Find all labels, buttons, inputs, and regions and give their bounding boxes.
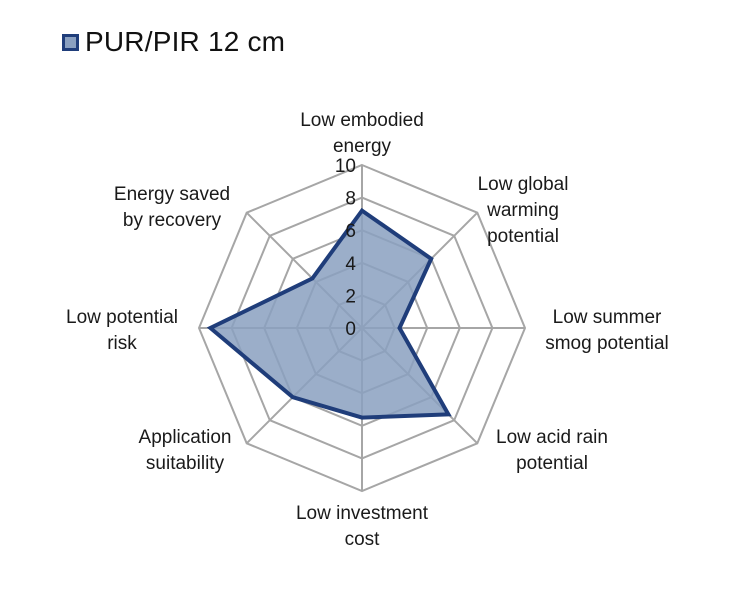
axis-label-line: Low potential xyxy=(66,307,178,328)
axis-label: Low investment cost xyxy=(296,503,429,550)
axis-label-line: smog potential xyxy=(545,333,669,354)
axis-label-line: by recovery xyxy=(123,210,222,231)
axis-label-line: energy xyxy=(333,136,392,157)
tick-label: 10 xyxy=(335,156,356,177)
data-point xyxy=(360,416,364,420)
axis-label-line: risk xyxy=(107,333,137,354)
axis-label-line: Low embodied xyxy=(300,110,424,131)
data-point xyxy=(398,326,401,330)
axis-label-line: potential xyxy=(487,226,559,247)
axis-label-line: cost xyxy=(345,529,381,550)
legend-label: PUR/PIR 12 cm xyxy=(85,26,286,57)
axis-labels: Low embodied energy Low global warming poten… xyxy=(66,110,669,550)
axis-label-line: potential xyxy=(516,453,588,474)
axis-label: Low embodied energy xyxy=(300,110,424,157)
tick-label: 8 xyxy=(345,189,356,210)
axis-label-line: warming xyxy=(486,200,559,221)
tick-label: 2 xyxy=(345,286,356,307)
axis-label: Low summer smog potential xyxy=(545,307,669,354)
axis-label: Energy saved by recovery xyxy=(114,184,230,231)
axis-label: Application suitability xyxy=(139,427,232,474)
axis-label-line: Low summer xyxy=(553,307,662,328)
legend: PUR/PIR 12 cm xyxy=(62,26,285,58)
data-point xyxy=(429,257,433,261)
data-point xyxy=(310,276,314,280)
axis-label-line: Low global xyxy=(478,174,569,195)
series-layer xyxy=(206,207,452,420)
data-point xyxy=(208,326,212,330)
legend-swatch xyxy=(62,33,79,51)
axis-label: Low acid rain potential xyxy=(496,427,608,474)
data-point xyxy=(360,209,364,213)
axis-label-line: Application xyxy=(139,427,232,448)
tick-label: 6 xyxy=(345,221,356,242)
axis-label-line: Energy saved xyxy=(114,184,230,205)
data-point xyxy=(446,412,450,416)
axis-label: Low global warming potential xyxy=(478,174,569,247)
axis-label-line: Low investment xyxy=(296,503,429,524)
tick-label: 0 xyxy=(345,319,356,340)
data-point xyxy=(291,395,295,399)
tick-labels: 0 2 4 6 8 10 xyxy=(335,156,357,340)
series-area xyxy=(206,207,452,420)
axis-label-line: suitability xyxy=(146,453,225,474)
tick-label: 4 xyxy=(345,254,356,275)
axis-label-line: Low acid rain xyxy=(496,427,608,448)
axis-label: Low potential risk xyxy=(66,307,178,354)
